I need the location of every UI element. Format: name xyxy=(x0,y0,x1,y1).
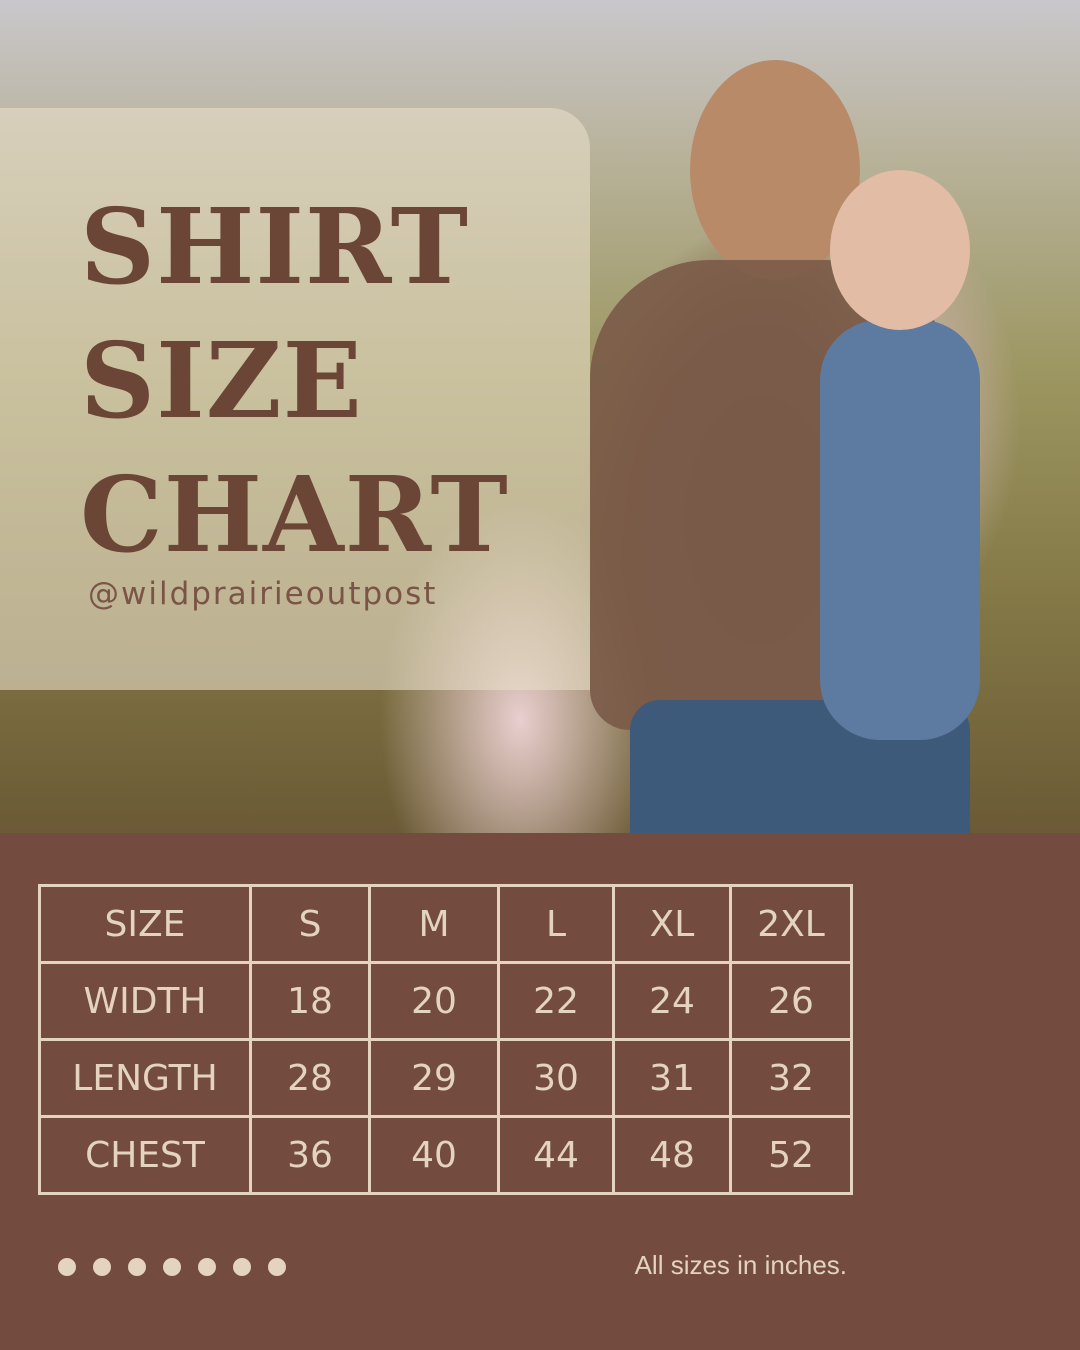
table-cell: 18 xyxy=(249,961,371,1041)
table-cell: 29 xyxy=(368,1038,500,1118)
dot-icon xyxy=(58,1258,76,1276)
table-cell: 36 xyxy=(249,1115,371,1195)
table-cell: 30 xyxy=(497,1038,615,1118)
title-line: CHART xyxy=(80,453,509,576)
photo-figure xyxy=(820,320,980,740)
table-header-row: SIZE S M L XL 2XL xyxy=(38,884,853,964)
table-cell: 22 xyxy=(497,961,615,1041)
row-label: LENGTH xyxy=(38,1038,252,1118)
header-cell: XL xyxy=(612,884,732,964)
size-table: SIZE S M L XL 2XL WIDTH 18 20 22 24 26 L… xyxy=(38,884,853,1195)
dot-icon xyxy=(233,1258,251,1276)
table-cell: 24 xyxy=(612,961,732,1041)
header-cell: S xyxy=(249,884,371,964)
page-title: SHIRT SIZE CHART xyxy=(80,180,509,582)
table-cell: 44 xyxy=(497,1115,615,1195)
table-row: WIDTH 18 20 22 24 26 xyxy=(38,961,853,1041)
row-label: WIDTH xyxy=(38,961,252,1041)
header-cell: SIZE xyxy=(38,884,252,964)
table-cell: 28 xyxy=(249,1038,371,1118)
header-cell: M xyxy=(368,884,500,964)
row-label: CHEST xyxy=(38,1115,252,1195)
table-cell: 32 xyxy=(729,1038,853,1118)
dot-icon xyxy=(268,1258,286,1276)
units-note: All sizes in inches. xyxy=(634,1250,847,1280)
dot-icon xyxy=(93,1258,111,1276)
dot-icon xyxy=(198,1258,216,1276)
dot-icon xyxy=(128,1258,146,1276)
decorative-dots xyxy=(58,1258,286,1276)
header-cell: L xyxy=(497,884,615,964)
social-handle: @wildprairieoutpost xyxy=(88,576,438,612)
table-cell: 40 xyxy=(368,1115,500,1195)
dot-icon xyxy=(163,1258,181,1276)
title-line: SIZE xyxy=(80,319,363,442)
photo-figure xyxy=(830,170,970,330)
table-cell: 48 xyxy=(612,1115,732,1195)
title-overlay-panel xyxy=(0,108,590,690)
table-row: CHEST 36 40 44 48 52 xyxy=(38,1115,853,1195)
title-line: SHIRT xyxy=(80,185,470,308)
table-cell: 20 xyxy=(368,961,500,1041)
table-cell: 31 xyxy=(612,1038,732,1118)
table-row: LENGTH 28 29 30 31 32 xyxy=(38,1038,853,1118)
table-cell: 26 xyxy=(729,961,853,1041)
header-cell: 2XL xyxy=(729,884,853,964)
table-cell: 52 xyxy=(729,1115,853,1195)
